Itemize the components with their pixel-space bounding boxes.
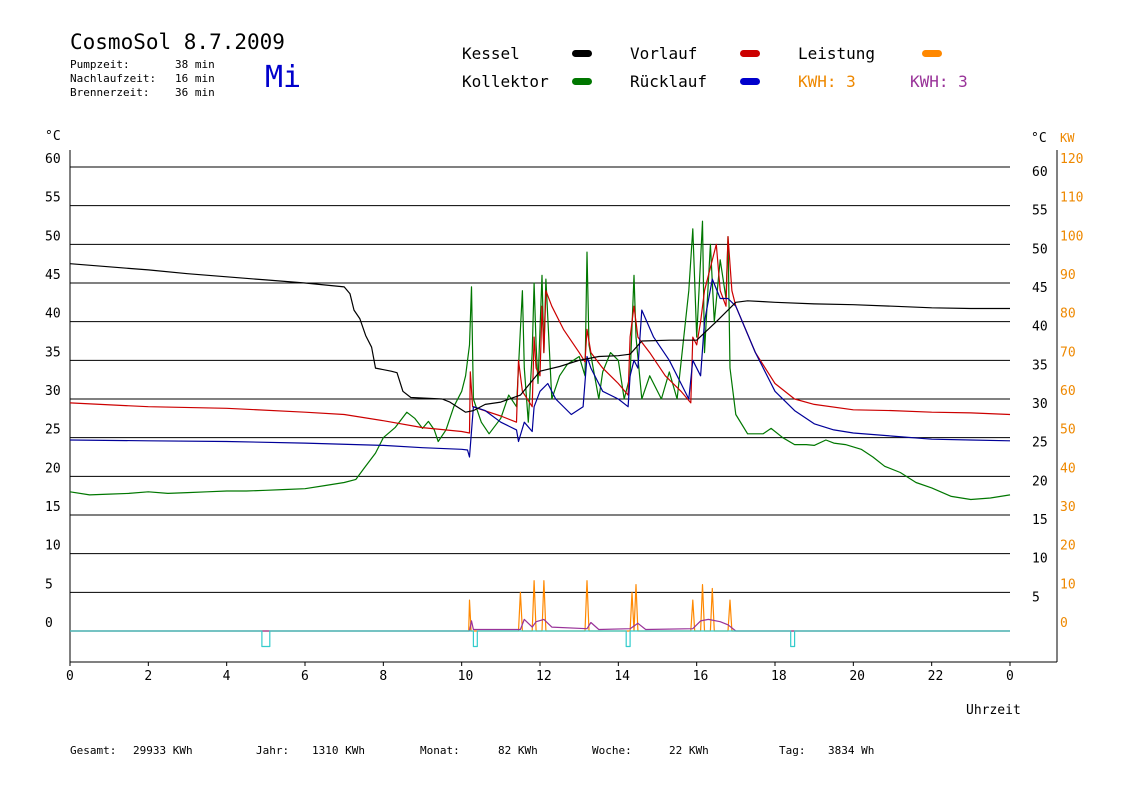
y-tick-right-45: 45 bbox=[1032, 281, 1048, 296]
series-kessel bbox=[69, 263, 1010, 413]
y-tick-left-35: 35 bbox=[45, 345, 61, 360]
x-axis-label: Uhrzeit bbox=[966, 703, 1021, 718]
y-tick-left-30: 30 bbox=[45, 384, 61, 399]
brennerzeit-value: 36 min bbox=[175, 86, 215, 99]
y2-tick-5: 10 bbox=[1060, 577, 1076, 592]
legend-leistung-label: Leistung bbox=[798, 44, 876, 63]
y2-tick-55: 110 bbox=[1060, 191, 1083, 206]
jahr-label: Jahr: bbox=[256, 744, 290, 757]
legend-vorlauf-swatch bbox=[740, 50, 760, 57]
legend-ruecklauf-swatch bbox=[740, 78, 760, 85]
y-tick-right-5: 5 bbox=[1032, 590, 1040, 605]
legend-kollektor-label: Kollektor bbox=[462, 72, 549, 91]
y2-tick-25: 50 bbox=[1060, 423, 1076, 438]
x-tick-0: 0 bbox=[66, 669, 74, 684]
y-unit-right: °C bbox=[1031, 131, 1047, 146]
x-tick-7: 14 bbox=[614, 669, 630, 684]
series-kollektor bbox=[69, 220, 1011, 501]
monat-value: 82 KWh bbox=[498, 744, 538, 757]
legend-kessel-label: Kessel bbox=[462, 44, 520, 63]
y-tick-right-40: 40 bbox=[1032, 320, 1048, 335]
y-unit-left: °C bbox=[45, 129, 61, 144]
x-tick-12: 0 bbox=[1006, 669, 1014, 684]
monat-label: Monat: bbox=[420, 744, 460, 757]
x-tick-8: 16 bbox=[693, 669, 709, 684]
y-tick-left-15: 15 bbox=[45, 500, 61, 515]
legend-kwh-2: KWH: 3 bbox=[910, 72, 968, 91]
legend-kwh-1: KWH: 3 bbox=[798, 72, 856, 91]
y-tick-right-35: 35 bbox=[1032, 358, 1048, 373]
chart-title: CosmoSol 8.7.2009 bbox=[70, 30, 285, 54]
series-leistung bbox=[70, 580, 1010, 632]
x-tick-2: 4 bbox=[223, 669, 231, 684]
x-tick-3: 6 bbox=[301, 669, 309, 684]
y2-tick-15: 30 bbox=[1060, 500, 1076, 515]
jahr-value: 1310 KWh bbox=[312, 744, 365, 757]
gesamt-label: Gesamt: bbox=[70, 744, 117, 757]
y2-tick-35: 70 bbox=[1060, 345, 1076, 360]
series-vorlauf bbox=[69, 236, 1011, 434]
y-tick-left-10: 10 bbox=[45, 539, 61, 554]
woche-label: Woche: bbox=[592, 744, 632, 757]
y2-tick-0: 0 bbox=[1060, 616, 1068, 631]
y-tick-left-50: 50 bbox=[45, 229, 61, 244]
y-tick-right-50: 50 bbox=[1032, 242, 1048, 257]
y-tick-left-5: 5 bbox=[45, 577, 53, 592]
x-tick-11: 22 bbox=[928, 669, 944, 684]
y-tick-right-55: 55 bbox=[1032, 204, 1048, 219]
y-tick-left-55: 55 bbox=[45, 191, 61, 206]
y2-tick-45: 90 bbox=[1060, 268, 1076, 283]
y-tick-right-30: 30 bbox=[1032, 397, 1048, 412]
series-pump bbox=[70, 630, 1010, 648]
legend-kessel-swatch bbox=[572, 50, 592, 57]
x-tick-6: 12 bbox=[536, 669, 552, 684]
y-tick-left-40: 40 bbox=[45, 307, 61, 322]
brennerzeit-label: Brennerzeit: bbox=[70, 86, 150, 99]
legend-leistung-swatch bbox=[922, 50, 942, 57]
y2-tick-20: 40 bbox=[1060, 461, 1076, 476]
y2-tick-40: 80 bbox=[1060, 307, 1076, 322]
y-tick-left-60: 60 bbox=[45, 152, 61, 167]
tag-value: 3834 Wh bbox=[828, 744, 875, 757]
y-tick-right-60: 60 bbox=[1032, 165, 1048, 180]
y-tick-right-25: 25 bbox=[1032, 436, 1048, 451]
x-tick-5: 10 bbox=[458, 669, 474, 684]
x-tick-9: 18 bbox=[771, 669, 787, 684]
y2-tick-30: 60 bbox=[1060, 384, 1076, 399]
x-tick-1: 2 bbox=[144, 669, 152, 684]
y-tick-left-20: 20 bbox=[45, 461, 61, 476]
legend-vorlauf-label: Vorlauf bbox=[630, 44, 698, 63]
y2-tick-10: 20 bbox=[1060, 539, 1076, 554]
tag-label: Tag: bbox=[779, 744, 806, 757]
y2-unit: KW bbox=[1060, 131, 1075, 145]
nachlaufzeit-value: 16 min bbox=[175, 72, 215, 85]
y-tick-right-20: 20 bbox=[1032, 474, 1048, 489]
woche-value: 22 KWh bbox=[669, 744, 709, 757]
series-ruecklauf bbox=[69, 278, 1011, 458]
y-tick-left-45: 45 bbox=[45, 268, 61, 283]
y-tick-right-10: 10 bbox=[1032, 552, 1048, 567]
y2-tick-60: 120 bbox=[1060, 152, 1083, 167]
pumpzeit-value: 38 min bbox=[175, 58, 215, 71]
weekday-label: Mi bbox=[265, 60, 302, 95]
x-tick-4: 8 bbox=[379, 669, 387, 684]
y2-tick-50: 100 bbox=[1060, 229, 1083, 244]
y-tick-right-15: 15 bbox=[1032, 513, 1048, 528]
legend-kollektor-swatch bbox=[572, 78, 592, 85]
nachlaufzeit-label: Nachlaufzeit: bbox=[70, 72, 157, 85]
x-tick-10: 20 bbox=[849, 669, 865, 684]
pumpzeit-label: Pumpzeit: bbox=[70, 58, 130, 71]
y-tick-left-25: 25 bbox=[45, 423, 61, 438]
legend-ruecklauf-label: Rücklauf bbox=[630, 72, 708, 91]
y-tick-left-0: 0 bbox=[45, 616, 53, 631]
gesamt-value: 29933 KWh bbox=[133, 744, 193, 757]
series-kwh bbox=[70, 618, 1010, 632]
